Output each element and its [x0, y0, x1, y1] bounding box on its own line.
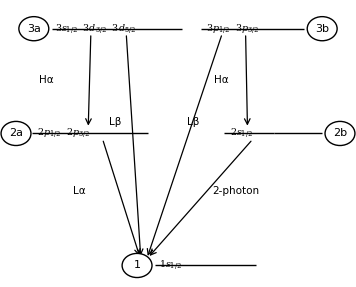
Text: 2a: 2a: [9, 129, 23, 138]
Text: 1: 1: [134, 261, 141, 270]
Circle shape: [325, 121, 355, 146]
Circle shape: [1, 121, 31, 146]
Text: $1s_{1/2}$: $1s_{1/2}$: [159, 259, 183, 272]
Text: Lβ: Lβ: [109, 117, 121, 127]
Text: 3b: 3b: [315, 24, 329, 34]
Circle shape: [307, 17, 337, 41]
Circle shape: [19, 17, 49, 41]
Text: 2b: 2b: [333, 129, 347, 138]
Text: 3a: 3a: [27, 24, 41, 34]
Circle shape: [122, 253, 152, 278]
Text: $2p_{1/2}\ \ 2p_{3/2}$: $2p_{1/2}\ \ 2p_{3/2}$: [37, 127, 91, 140]
Text: Hα: Hα: [39, 75, 54, 85]
Text: $3p_{1/2}\ \ 3p_{3/2}$: $3p_{1/2}\ \ 3p_{3/2}$: [206, 22, 259, 36]
Text: $2s_{1/2}$: $2s_{1/2}$: [230, 127, 253, 140]
Text: $3s_{1/2}\ \ 3d_{3/2}\ \ 3d_{5/2}$: $3s_{1/2}\ \ 3d_{3/2}\ \ 3d_{5/2}$: [55, 22, 136, 36]
Text: Hα: Hα: [214, 75, 228, 85]
Text: Lα: Lα: [73, 186, 85, 196]
Text: Lβ: Lβ: [187, 117, 199, 127]
Text: 2-photon: 2-photon: [212, 186, 259, 196]
